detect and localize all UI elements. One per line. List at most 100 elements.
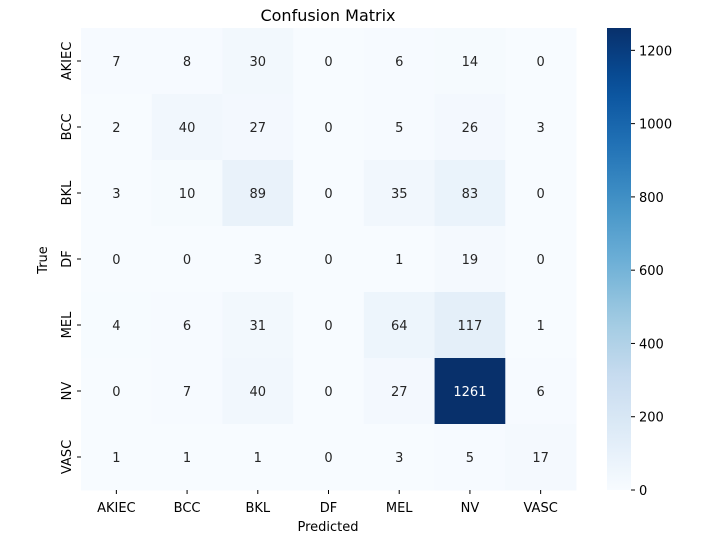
x-tick-label: AKIEC [97, 501, 136, 516]
heatmap-cell [293, 160, 365, 227]
heatmap-cell [505, 94, 577, 161]
cell-value-label: 10 [179, 187, 196, 202]
heatmap-cell [293, 28, 365, 95]
heatmap-cell [222, 160, 294, 227]
heatmap-cell [434, 424, 506, 491]
x-tick-label: BCC [174, 501, 201, 516]
cell-value-label: 31 [250, 319, 267, 334]
cell-value-label: 64 [391, 319, 408, 334]
cell-value-label: 19 [462, 253, 479, 268]
colorbar-tick-label: 200 [639, 411, 664, 426]
cell-value-label: 1 [395, 253, 403, 268]
colorbar-tick-label: 400 [639, 337, 664, 352]
heatmap-cell [434, 292, 506, 359]
cell-value-label: 3 [112, 187, 120, 202]
heatmap-cell [363, 226, 436, 293]
cell-value-label: 3 [537, 121, 545, 136]
heatmap-cell [151, 292, 223, 359]
heatmap-cell [293, 292, 365, 359]
heatmap-cell [363, 160, 436, 227]
heatmap-cell [222, 358, 294, 425]
cell-value-label: 4 [112, 319, 120, 334]
colorbar: 0 200 400 600 800 1000 1200 [607, 28, 672, 499]
cell-value-label: 0 [324, 253, 332, 268]
heatmap-cell [505, 28, 577, 95]
cell-value-label: 2 [112, 121, 120, 136]
cell-value-label: 0 [112, 253, 120, 268]
cell-value-label: 7 [183, 385, 191, 400]
heatmap-cell [151, 94, 223, 161]
heatmap-cell [363, 292, 436, 359]
cell-value-label: 30 [250, 55, 267, 70]
cell-value-label: 7 [112, 55, 120, 70]
cell-value-label: 83 [462, 187, 479, 202]
x-tick-label: VASC [523, 501, 557, 516]
heatmap-cell [81, 424, 153, 491]
y-tick-label: MEL [60, 311, 75, 338]
heatmap-cell [151, 424, 223, 491]
cell-value-label: 26 [462, 121, 479, 136]
cell-value-label: 0 [537, 253, 545, 268]
cell-value-label: 17 [532, 451, 549, 466]
colorbar-gradient [607, 28, 631, 490]
cell-value-label: 0 [537, 187, 545, 202]
heatmap-cell [151, 226, 223, 293]
heatmap-cell [222, 424, 294, 491]
x-tick-label: NV [461, 501, 480, 516]
cell-value-label: 5 [395, 121, 403, 136]
cell-value-label: 5 [466, 451, 474, 466]
cell-value-label: 1 [183, 451, 191, 466]
chart-title: Confusion Matrix [260, 6, 395, 25]
heatmap-cell [222, 94, 294, 161]
heatmap-cells: 7 8 30 0 6 14 02 40 27 0 5 26 33 10 89 0 35 83 00 0 3 0 1 19 04 6… [81, 28, 577, 491]
cell-value-label: 1 [112, 451, 120, 466]
cell-value-label: 8 [183, 55, 191, 70]
cell-value-label: 1 [537, 319, 545, 334]
heatmap-cell [81, 28, 153, 95]
heatmap-cell [434, 358, 506, 425]
x-axis-label: Predicted [297, 520, 358, 534]
cell-value-label: 27 [391, 385, 408, 400]
heatmap-cell [293, 358, 365, 425]
x-tick-label: DF [320, 501, 338, 516]
heatmap-cell [434, 226, 506, 293]
cell-value-label: 0 [324, 385, 332, 400]
y-tick-label: VASC [60, 440, 75, 474]
y-tick-label: BKL [60, 180, 75, 205]
cell-value-label: 0 [324, 55, 332, 70]
heatmap-cell [505, 292, 577, 359]
heatmap-cell [222, 292, 294, 359]
heatmap-cell [363, 424, 436, 491]
heatmap-cell [222, 28, 294, 95]
heatmap-cell [434, 94, 506, 161]
colorbar-tick-label: 600 [639, 264, 664, 279]
cell-value-label: 1 [254, 451, 262, 466]
heatmap-cell [81, 358, 153, 425]
cell-value-label: 3 [395, 451, 403, 466]
y-tick-label: DF [60, 250, 75, 268]
cell-value-label: 117 [458, 319, 483, 334]
heatmap-cell [363, 94, 436, 161]
cell-value-label: 1261 [453, 385, 486, 400]
heatmap-cell [293, 94, 365, 161]
heatmap-cell [434, 28, 506, 95]
y-tick-label: AKIEC [60, 42, 75, 81]
cell-value-label: 3 [254, 253, 262, 268]
cell-value-label: 40 [250, 385, 267, 400]
cell-value-label: 0 [324, 121, 332, 136]
heatmap-cell [81, 292, 153, 359]
heatmap-cell [151, 358, 223, 425]
cell-value-label: 6 [183, 319, 191, 334]
cell-value-label: 0 [537, 55, 545, 70]
colorbar-tick-label: 0 [639, 484, 647, 499]
cell-value-label: 0 [112, 385, 120, 400]
heatmap-cell [151, 28, 223, 95]
heatmap-cell [293, 226, 365, 293]
heatmap-cell [434, 160, 506, 227]
heatmap-cell [81, 94, 153, 161]
heatmap-cell [363, 28, 436, 95]
x-axis-ticks: AKIEC BCC BKL DF MEL NV VASC [97, 490, 558, 516]
cell-value-label: 14 [462, 55, 479, 70]
heatmap-cell [151, 160, 223, 227]
